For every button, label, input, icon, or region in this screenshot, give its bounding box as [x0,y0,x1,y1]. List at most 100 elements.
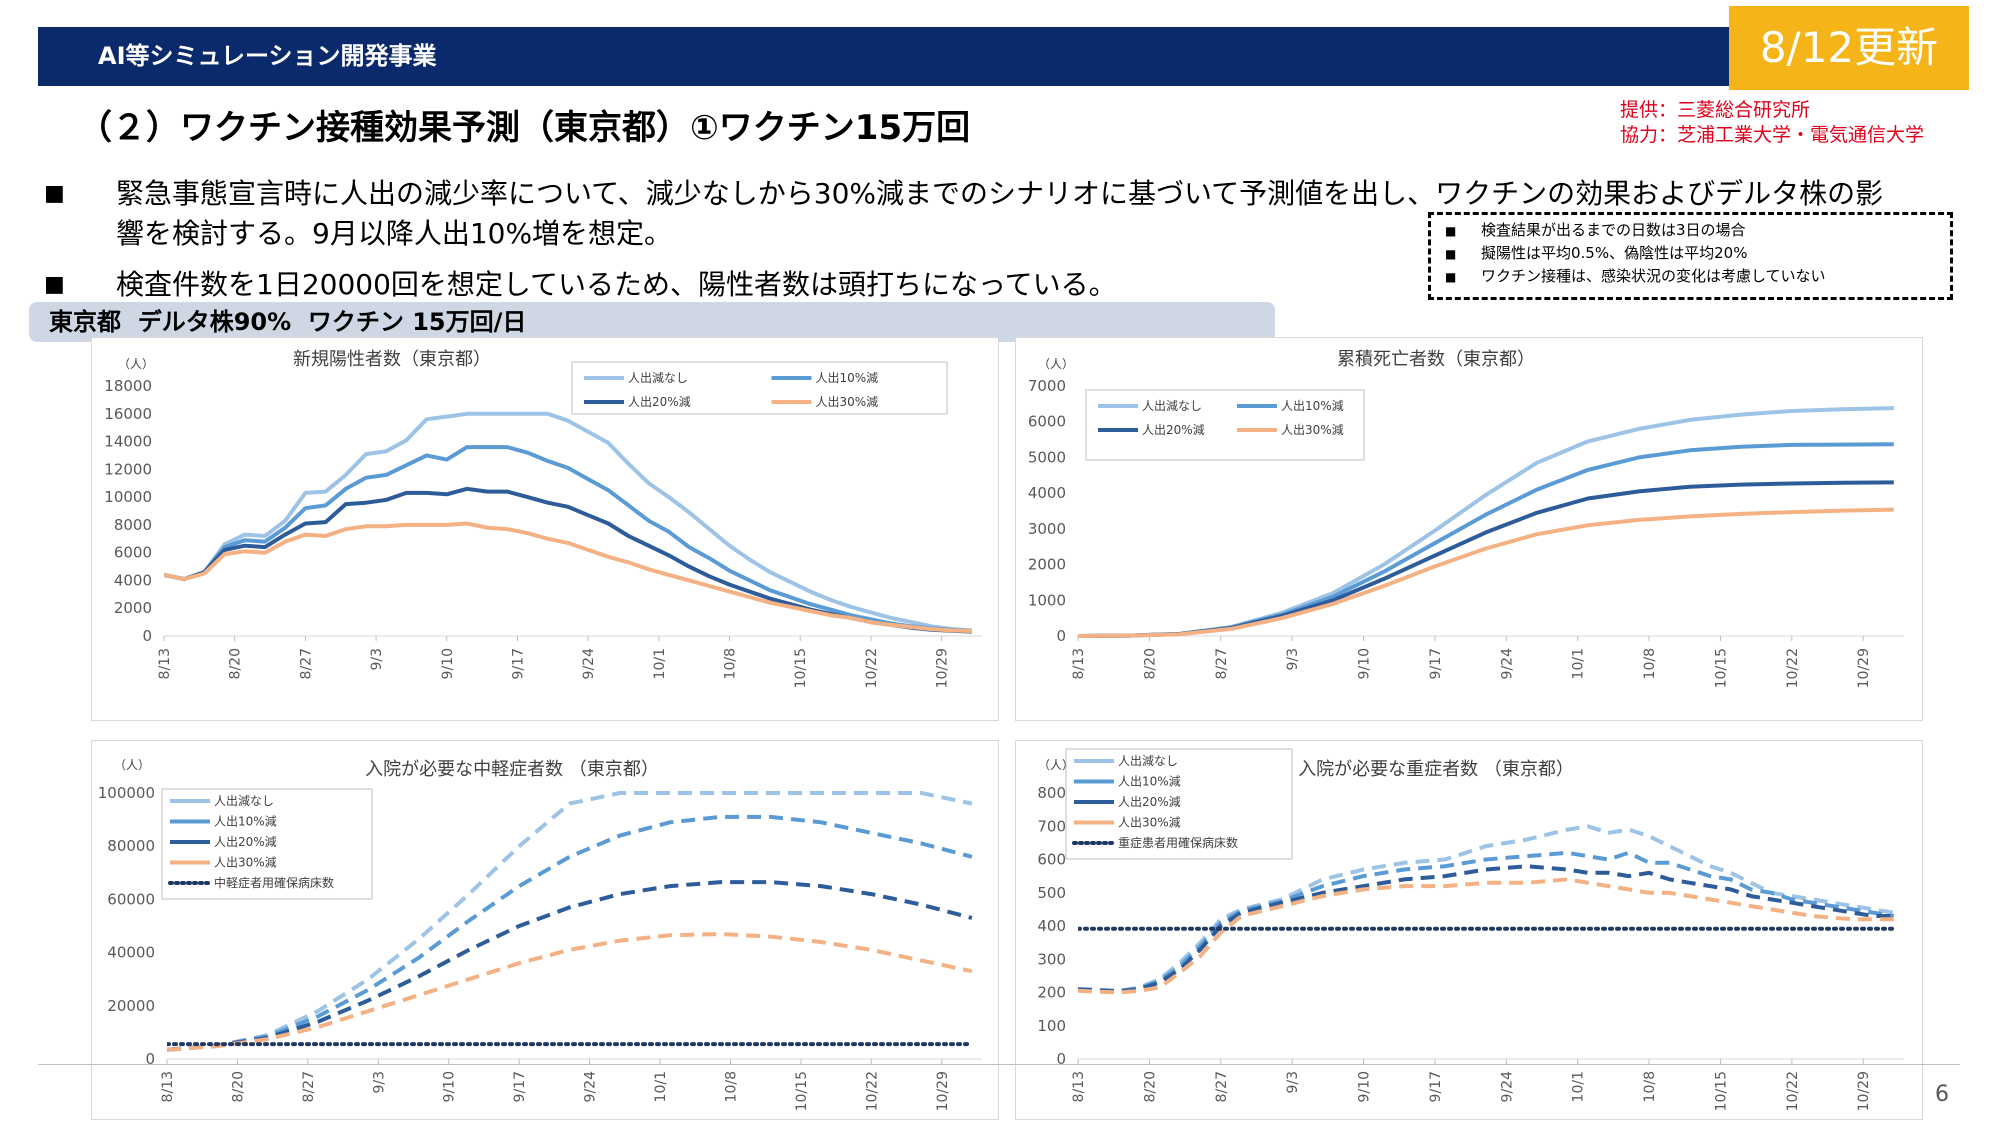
chart-new-positives: 新規陽性者数（東京都） （人） 0 2000 4000 6000 8000 10000 1200… [104,349,982,688]
series-line-0 [164,411,973,633]
scenario-label: 東京都 デルタ株90% ワクチン 15万回/日 [49,308,527,336]
x-tick-label: 9/17 [1428,648,1444,679]
chart-panel-moderate-hospitalized: 入院が必要な中軽症者数 （東京都） （人） 0 20000 40000 60000 8000… [91,740,999,1120]
header-bar: AI等シミュレーション開発事業 [38,27,1960,86]
x-tick-label: 9/3 [1285,1071,1301,1094]
legend-label: 人出10%減 [1118,774,1181,789]
series-line-3 [167,932,973,1052]
legend-label: 中軽症者用確保病床数 [214,875,334,890]
y-tick-label: 0 [1056,627,1066,645]
x-tick-label: 10/29 [1856,648,1872,688]
series-line-3 [1078,877,1894,995]
y-tick-label: 6000 [114,544,152,562]
series-line-1 [1078,442,1894,638]
x-tick-label: 8/20 [228,648,244,679]
y-tick-label: 6000 [1028,413,1066,431]
x-tick-label: 9/3 [371,1071,387,1094]
y-tick-label: 400 [1037,917,1066,935]
y-tick-label: 500 [1037,884,1066,902]
chart-severe-hospitalized: 入院が必要な重症者数 （東京都） （人） 0 100 200 300 400 500 600 70… [1037,748,1904,1111]
series-line-0 [167,791,973,1052]
legend-label: 人出10%減 [816,370,879,385]
y-tick-label: 1000 [1028,591,1066,609]
note-item: ■ 検査結果が出るまでの日数は3日の場合 [1445,221,1746,239]
legend-label: 人出10%減 [214,814,277,829]
note-item: ■ 擬陽性は平均0.5%、偽陰性は平均20% [1445,244,1748,262]
chart-title: 累積死亡者数（東京都） [1337,349,1535,370]
chart-title: 入院が必要な中軽症者数 （東京都） [365,759,659,780]
x-tick-label: 10/8 [723,648,739,679]
legend-box [1085,389,1365,461]
x-tick-label: 10/22 [864,648,880,688]
x-tick-label: 10/15 [793,648,809,688]
legend-box [571,361,948,415]
x-tick-label: 10/15 [794,1071,810,1111]
y-tick-label: 12000 [104,460,152,478]
legend-label: 人出20%減 [1118,794,1181,809]
x-tick-label: 8/20 [1142,648,1158,679]
bullet-mark: ■ [44,181,65,206]
x-tick-label: 9/10 [1357,648,1373,679]
y-tick-label: 100 [1037,1017,1066,1035]
x-tick-label: 9/17 [510,648,526,679]
page-number: 6 [1935,1082,1949,1107]
chart-panel-cumulative-deaths: 累積死亡者数（東京都） （人） 0 1000 2000 3000 4000 5000 6000 7… [1015,337,1923,721]
x-tick-label: 9/10 [1357,1071,1373,1102]
y-tick-label: 4000 [1028,484,1066,502]
notes-box: ■ 検査結果が出るまでの日数は3日の場合 ■ 擬陽性は平均0.5%、偽陰性は平均20… [1428,212,1953,300]
y-tick-label: 14000 [104,433,152,451]
y-tick-label: 10000 [104,488,152,506]
y-tick-label: 60000 [107,890,155,908]
x-tick-label: 9/3 [369,648,385,671]
x-tick-label: 10/15 [1713,648,1729,688]
y-axis-unit: （人） [114,758,150,772]
legend-label: 人出20%減 [628,394,691,409]
credits-provider: 提供：三菱総合研究所 [1620,99,1811,121]
legend-label: 人出30%減 [1281,422,1344,437]
series-line-2 [167,880,973,1052]
y-tick-label: 4000 [114,571,152,589]
note-item: ■ ワクチン接種は、感染状況の変化は考慮していない [1445,267,1826,285]
update-badge: 8/12更新 [1729,6,1969,90]
x-tick-label: 8/20 [230,1071,246,1102]
series-line-2 [164,486,972,634]
y-tick-label: 0 [142,627,152,645]
bullet-text: 検査件数を1日20000回を想定しているため、陽性者数は頭打ちになっている。 [116,268,1117,301]
x-tick-label: 10/15 [1713,1071,1729,1111]
x-tick-label: 9/17 [512,1071,528,1102]
legend-label: 人出30%減 [1118,815,1181,830]
x-tick-label: 8/13 [1071,1071,1087,1102]
x-tick-label: 10/8 [723,1071,739,1102]
series-line-1 [167,814,973,1052]
y-tick-label: 0 [1056,1050,1066,1068]
x-tick-label: 10/1 [653,1071,669,1102]
bullet-text: 緊急事態宣言時に人出の減少率について、減少なしから30%減までのシナリオに基づい… [116,177,1884,250]
chart-panel-severe-hospitalized: 入院が必要な重症者数 （東京都） （人） 0 100 200 300 400 500 600 70… [1015,740,1923,1120]
legend-label: 人出30%減 [816,394,879,409]
x-tick-label: 10/22 [1785,648,1801,688]
series-line-1 [164,445,973,634]
y-axis-unit: （人） [118,357,154,371]
y-tick-label: 16000 [104,405,152,423]
x-tick-label: 9/3 [1285,648,1301,671]
x-tick-label: 9/24 [1499,1071,1515,1103]
y-tick-label: 2000 [1028,556,1066,574]
x-tick-label: 8/13 [1071,648,1087,679]
series-line-2 [1078,480,1894,638]
series-line-3 [164,521,972,634]
y-tick-label: 2000 [114,599,152,617]
legend-label: 人出減なし [628,370,688,385]
y-tick-label: 600 [1037,851,1066,869]
x-tick-label: 10/29 [935,1071,951,1111]
legend-label: 人出減なし [1118,753,1178,768]
credits: 提供：三菱総合研究所 協力：芝浦工業大学・電気通信大学 [1620,98,1924,148]
x-tick-label: 10/22 [1785,1071,1801,1111]
x-tick-label: 10/22 [864,1071,880,1111]
x-tick-label: 10/8 [1642,1071,1658,1102]
x-tick-label: 9/24 [583,1071,599,1103]
bullet-mark: ■ [44,272,65,297]
y-tick-label: 300 [1037,950,1066,968]
